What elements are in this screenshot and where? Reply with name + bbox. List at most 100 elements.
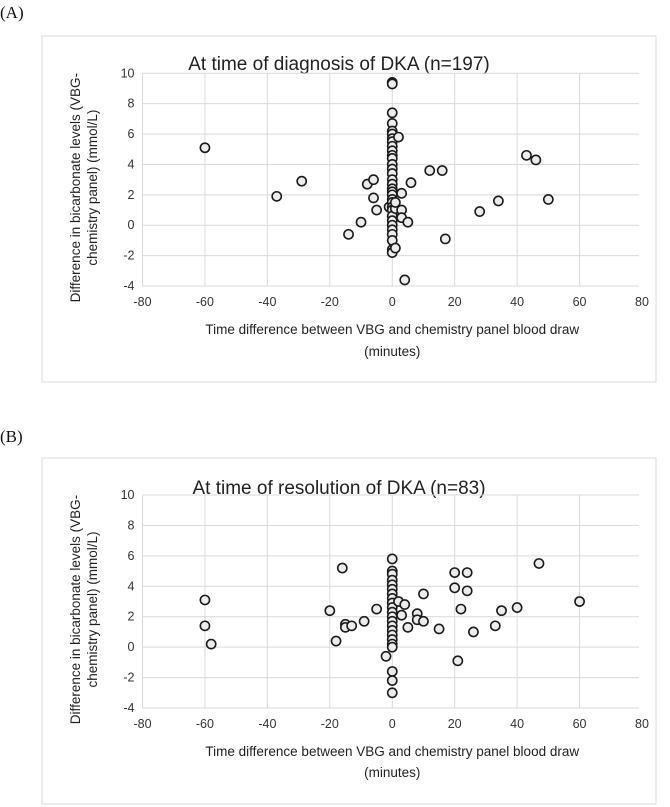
data-point xyxy=(452,655,464,667)
x-axis-label: Time difference between VBG and chemistr… xyxy=(205,744,579,759)
x-tick-label: -80 xyxy=(133,295,151,309)
data-point xyxy=(399,274,411,286)
data-point xyxy=(371,603,383,615)
x-tick-label: -60 xyxy=(196,717,214,731)
data-point xyxy=(449,582,461,594)
data-point xyxy=(386,641,398,653)
data-point xyxy=(271,190,283,202)
panel-label: (A) xyxy=(0,3,24,22)
y-axis-label-line2: chemistry panel) (mmol/L) xyxy=(85,531,100,687)
data-point xyxy=(389,242,401,254)
x-axis-label-unit: (minutes) xyxy=(364,765,420,780)
chart-border xyxy=(41,35,657,383)
y-tick-label: -4 xyxy=(123,279,134,293)
chart-panel-a: (A) At time of diagnosis of DKA (n=197) -4… xyxy=(0,3,657,383)
data-point xyxy=(402,216,414,228)
data-point xyxy=(530,154,542,166)
data-point xyxy=(489,620,501,632)
x-axis-label: Time difference between VBG and chemistr… xyxy=(205,322,579,337)
data-point xyxy=(393,131,404,143)
data-point xyxy=(358,615,370,627)
data-point xyxy=(436,165,448,176)
data-point xyxy=(199,142,211,154)
y-tick-label: 8 xyxy=(128,97,135,111)
x-tick-label: 40 xyxy=(510,717,524,731)
data-point xyxy=(386,675,398,687)
data-point xyxy=(386,666,398,677)
y-tick-label: 6 xyxy=(128,549,135,563)
data-point xyxy=(396,187,408,199)
data-point xyxy=(424,165,436,176)
x-tick-label: 0 xyxy=(389,717,396,731)
y-axis-label: Difference in bicarbonate levels (VBG- xyxy=(68,73,83,302)
data-point xyxy=(346,620,358,632)
x-tick-label: 20 xyxy=(448,295,462,309)
data-point xyxy=(389,197,401,208)
data-point xyxy=(418,615,429,627)
data-point xyxy=(386,687,398,699)
y-tick-label: 4 xyxy=(128,579,135,593)
data-point xyxy=(474,206,486,217)
chart-title: At time of diagnosis of DKA (n=197) xyxy=(188,54,490,75)
x-tick-label: -20 xyxy=(321,717,339,731)
data-point xyxy=(368,174,379,186)
x-tick-label: 80 xyxy=(635,295,649,309)
x-tick-label: 80 xyxy=(635,717,649,731)
data-point xyxy=(399,599,411,610)
x-tick-label: -40 xyxy=(258,295,276,309)
y-tick-label: 8 xyxy=(128,518,135,532)
data-point xyxy=(492,195,504,207)
data-point xyxy=(455,603,467,615)
data-point xyxy=(402,621,414,633)
x-tick-label: -40 xyxy=(258,717,276,731)
y-tick-label: -2 xyxy=(123,249,134,263)
y-tick-label: -4 xyxy=(123,701,134,715)
x-tick-label: 60 xyxy=(573,717,587,731)
data-point xyxy=(371,204,383,216)
data-point xyxy=(461,585,473,597)
data-point xyxy=(296,175,308,187)
data-point xyxy=(368,192,379,204)
x-tick-label: -80 xyxy=(133,717,151,731)
x-tick-label: -20 xyxy=(321,295,339,309)
data-point xyxy=(521,149,532,161)
data-point xyxy=(199,620,211,632)
y-tick-label: 6 xyxy=(128,127,135,141)
y-tick-label: 0 xyxy=(128,218,135,232)
y-tick-label: 4 xyxy=(128,157,135,171)
data-point xyxy=(461,567,473,578)
data-point xyxy=(343,228,354,240)
data-point xyxy=(468,626,479,638)
data-point xyxy=(433,623,445,635)
panel-label: (B) xyxy=(0,427,23,446)
data-point xyxy=(418,588,429,600)
x-axis-label-unit: (minutes) xyxy=(364,344,420,359)
data-point xyxy=(324,605,336,617)
data-point xyxy=(330,635,342,647)
data-point xyxy=(205,638,217,650)
y-tick-label: 10 xyxy=(121,488,135,502)
data-point xyxy=(336,562,348,574)
chart-panel-b: (B) At time of resolution of DKA (n=83) -4… xyxy=(0,427,657,805)
y-axis-label: Difference in bicarbonate levels (VBG- xyxy=(68,495,83,724)
data-point xyxy=(380,650,392,662)
data-point xyxy=(199,594,211,606)
data-point xyxy=(511,602,523,613)
data-point xyxy=(449,567,461,578)
x-tick-label: 0 xyxy=(389,295,396,309)
data-point xyxy=(386,553,398,565)
data-point xyxy=(439,233,451,245)
data-point xyxy=(405,177,417,189)
data-point xyxy=(574,596,585,607)
data-point xyxy=(533,558,545,569)
y-tick-label: 0 xyxy=(128,640,135,654)
data-point xyxy=(386,78,398,90)
chart-title: At time of resolution of DKA (n=83) xyxy=(192,478,485,499)
data-point xyxy=(386,107,398,119)
data-point xyxy=(542,194,554,205)
y-tick-label: 2 xyxy=(128,188,135,202)
data-point xyxy=(396,609,408,621)
y-axis-label-line2: chemistry panel) (mmol/L) xyxy=(85,110,100,266)
data-point xyxy=(496,605,507,617)
